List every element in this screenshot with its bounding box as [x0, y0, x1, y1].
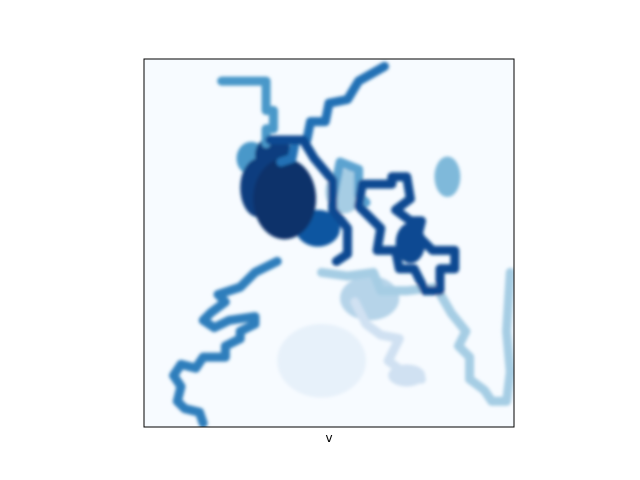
- heat-path-lower-right: [317, 267, 514, 406]
- heatmap-cells: [169, 61, 514, 427]
- x-axis-label: v: [325, 431, 333, 445]
- heat-blob-mid-pale: [340, 276, 400, 321]
- heat-path-arm-top: [217, 76, 278, 149]
- heat-path-core-ring: [265, 135, 352, 266]
- heat-path-right-loop: [354, 172, 460, 296]
- heat-path-faint-lower: [350, 297, 426, 384]
- heat-path-branch-down-left: [169, 256, 282, 427]
- heat-path-diagonal-top: [276, 61, 389, 167]
- heat-blob-core-center: [253, 158, 317, 240]
- heat-blob-right-cluster: [434, 156, 461, 197]
- heat-blob-very-faint: [277, 323, 366, 398]
- axes-frame: [143, 58, 515, 428]
